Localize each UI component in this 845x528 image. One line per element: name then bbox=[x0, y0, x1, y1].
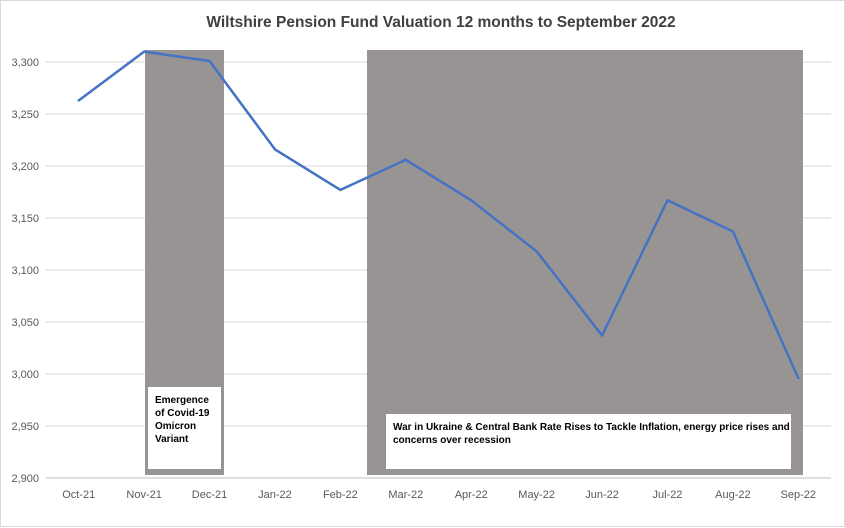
annotation-box bbox=[386, 414, 791, 469]
annotation-box bbox=[148, 387, 221, 469]
x-tick-label: Apr-22 bbox=[455, 489, 488, 501]
shaded-period bbox=[367, 50, 803, 475]
annotations: Emergence of Covid-19 Omicron Variant War in… bbox=[148, 387, 791, 469]
data-point bbox=[535, 250, 538, 253]
data-point bbox=[666, 199, 669, 202]
data-point bbox=[404, 158, 407, 161]
data-point bbox=[731, 230, 735, 233]
annotation-line: War in Ukraine & Central Bank Rate Rises… bbox=[393, 422, 790, 433]
shaded-periods bbox=[145, 50, 803, 475]
data-point bbox=[208, 59, 211, 63]
x-tick-label: Oct-21 bbox=[62, 489, 95, 501]
annotation-text: War in Ukraine & Central Bank Rate Rises… bbox=[393, 422, 790, 446]
y-tick-label: 3,200 bbox=[11, 161, 39, 173]
x-tick-label: May-22 bbox=[518, 489, 555, 501]
series-line-layer bbox=[77, 50, 800, 380]
x-tick-label: Dec-21 bbox=[192, 489, 227, 501]
y-tick-label: 2,950 bbox=[11, 421, 39, 433]
annotation-line: Variant bbox=[155, 434, 189, 445]
series-line bbox=[77, 50, 800, 379]
y-tick-label: 3,300 bbox=[11, 57, 39, 69]
y-tick-label: 3,250 bbox=[11, 109, 39, 121]
x-axis-ticks: Oct-21 Nov-21 Dec-21 Jan-22 Feb-22 Mar-22 Apr-… bbox=[62, 489, 816, 501]
x-tick-label: Nov-21 bbox=[126, 489, 161, 501]
y-tick-label: 2,900 bbox=[11, 473, 39, 485]
x-tick-label: Jun-22 bbox=[585, 489, 619, 501]
data-point bbox=[273, 148, 277, 151]
y-tick-label: 3,100 bbox=[11, 265, 39, 277]
x-tick-label: Feb-22 bbox=[323, 489, 358, 501]
x-tick-label: Jan-22 bbox=[258, 489, 292, 501]
annotation-line: of Covid-19 bbox=[155, 408, 210, 419]
data-point bbox=[797, 376, 800, 380]
annotation-line: concerns over recession bbox=[393, 435, 511, 446]
data-point bbox=[600, 334, 604, 337]
data-point bbox=[77, 99, 80, 102]
data-point bbox=[142, 50, 146, 53]
x-tick-label: Aug-22 bbox=[715, 489, 750, 501]
annotation-line: Emergence bbox=[155, 395, 209, 406]
annotation-line: Omicron bbox=[155, 421, 196, 432]
x-tick-label: Jul-22 bbox=[652, 489, 682, 501]
x-tick-label: Mar-22 bbox=[388, 489, 423, 501]
annotation-text: Emergence of Covid-19 Omicron Variant bbox=[155, 395, 210, 445]
data-point bbox=[339, 188, 342, 192]
data-point bbox=[470, 199, 473, 202]
y-axis-ticks: 2,900 2,950 3,000 3,050 3,100 3,150 3,200 3,250… bbox=[11, 57, 39, 485]
x-tick-label: Sep-22 bbox=[781, 489, 816, 501]
chart-title: Wiltshire Pension Fund Valuation 12 mont… bbox=[206, 14, 675, 31]
y-tick-label: 3,000 bbox=[11, 369, 39, 381]
y-tick-label: 3,050 bbox=[11, 317, 39, 329]
y-tick-label: 3,150 bbox=[11, 213, 39, 225]
